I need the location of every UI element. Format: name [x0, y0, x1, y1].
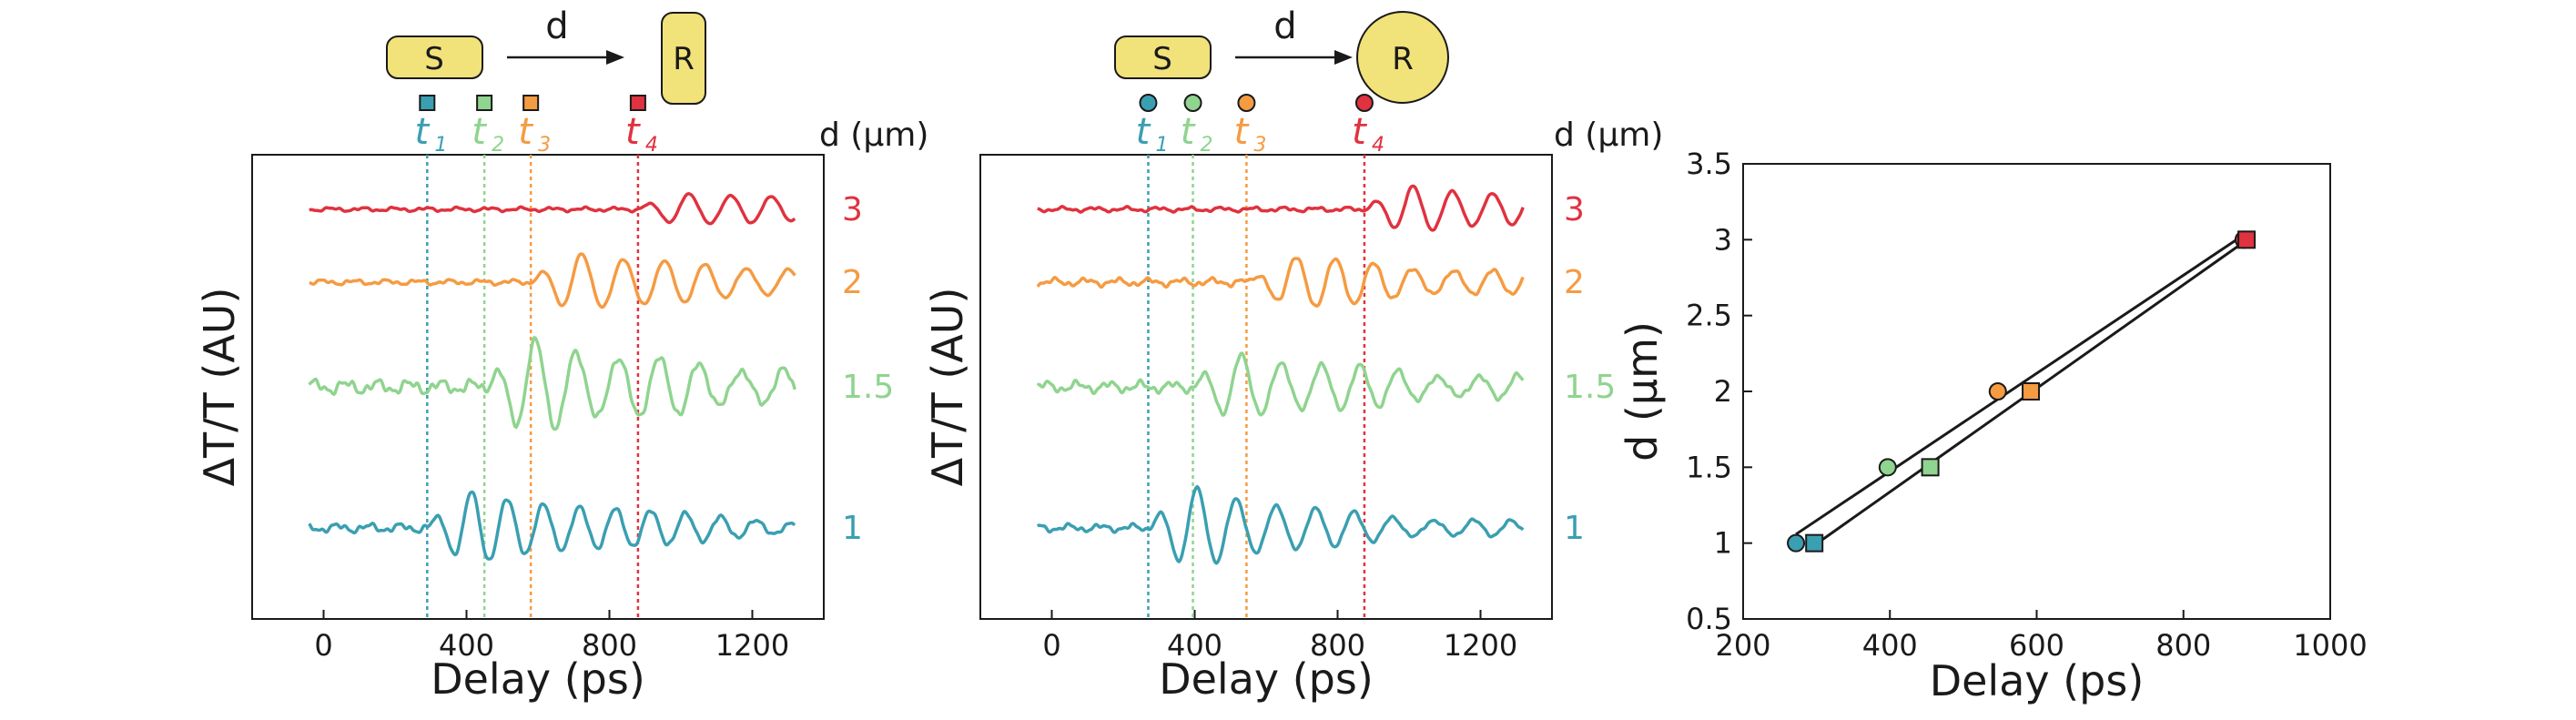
- d-value-label: 3: [842, 191, 863, 228]
- y-tick-label: 2: [1714, 374, 1732, 409]
- y-tick-label: 0.5: [1686, 602, 1732, 636]
- marker-t3: [1237, 94, 1256, 112]
- marker-label: t: [1352, 111, 1367, 153]
- d-header: d (µm): [1554, 117, 1663, 154]
- x-tick-label: 1000: [2293, 628, 2367, 663]
- y-axis-label: d (µm): [1618, 321, 1667, 461]
- point-circle-1: [1878, 458, 1897, 477]
- marker-label: t: [625, 111, 641, 153]
- plot-frame: [251, 154, 825, 620]
- marker-t1: [419, 95, 436, 111]
- x-tick-label: 400: [1862, 628, 1918, 663]
- trace-d-1: [308, 490, 796, 561]
- x-axis-label: Delay (ps): [431, 654, 645, 704]
- source-box: [386, 35, 483, 79]
- point-square-2: [2022, 382, 2041, 401]
- d-value-label: 1: [842, 510, 863, 547]
- x-tick-label: 800: [1310, 628, 1365, 663]
- trace-d-3: [1037, 184, 1525, 232]
- x-tick-label: 800: [2155, 628, 2211, 663]
- point-square-3: [2237, 230, 2257, 249]
- trace-d-1_5: [1036, 351, 1525, 418]
- y-tick-label: 3.5: [1686, 147, 1732, 181]
- trace-d-2: [309, 252, 796, 309]
- trace-d-3: [309, 192, 796, 226]
- panel-c: 200 400 600 800 1000 0.5 1 1.5 2 2.5 3 3.5 Delay (ps…: [1618, 147, 2368, 705]
- marker-subscript: 4: [1372, 134, 1384, 157]
- marker-subscript: 3: [538, 134, 551, 157]
- x-tick-label: 200: [1715, 628, 1770, 663]
- marker-label: t: [518, 111, 533, 153]
- marker-label: t: [1136, 111, 1151, 153]
- y-tick-label: 1: [1714, 526, 1732, 561]
- marker-t2: [1183, 94, 1202, 112]
- arrow-label: d: [1273, 5, 1296, 47]
- y-tick-label: 1.5: [1686, 450, 1732, 484]
- d-value-label: 2: [842, 264, 863, 301]
- arrow-label: d: [545, 5, 568, 47]
- y-tick-label: 3: [1714, 222, 1732, 257]
- marker-t1: [1139, 94, 1158, 112]
- marker-t2: [476, 95, 493, 111]
- x-tick-label: 1200: [1444, 628, 1517, 663]
- panel-b: 0 400 800 1200 Delay (ps) ΔT/T (AU) 3 2 1.5 1 d (µ…: [923, 117, 1663, 704]
- y-axis-label: ΔT/T (AU): [923, 288, 972, 487]
- marker-label: t: [1181, 111, 1196, 153]
- marker-subscript: 4: [645, 134, 658, 157]
- point-square-0: [1805, 533, 1824, 553]
- source-label: S: [424, 41, 444, 77]
- point-square-1: [1921, 458, 1940, 477]
- source-label: S: [1152, 41, 1172, 77]
- x-tick-label: 0: [314, 628, 332, 663]
- receiver-label: R: [673, 41, 695, 77]
- d-value-label: 2: [1564, 264, 1585, 301]
- x-axis-label: Delay (ps): [1930, 656, 2145, 705]
- source-box: [1114, 35, 1212, 79]
- x-tick-label: 400: [1167, 628, 1222, 663]
- fit-line-circles: [1795, 233, 2245, 536]
- plot-frame: [979, 154, 1553, 620]
- panel-a: 0 400 800 1200 Delay (ps) ΔT/T (AU) 3 2 1.5 1 d (µ…: [195, 117, 928, 704]
- x-tick-label: 1200: [715, 628, 789, 663]
- marker-label: t: [414, 111, 430, 153]
- x-tick-label: 400: [439, 628, 494, 663]
- marker-subscript: 2: [1201, 134, 1213, 157]
- d-value-label: 1.5: [1564, 369, 1616, 406]
- trace-d-1: [1036, 484, 1525, 565]
- trace-d-1_5: [308, 335, 796, 431]
- receiver-circle: [1356, 11, 1449, 104]
- marker-subscript: 2: [492, 134, 504, 157]
- marker-t4: [1354, 94, 1374, 112]
- arrow-head: [1334, 50, 1353, 65]
- marker-t4: [629, 95, 646, 111]
- x-tick-label: 600: [2009, 628, 2064, 663]
- trace-d-2: [1036, 257, 1525, 308]
- marker-subscript: 1: [1155, 134, 1168, 157]
- point-circle-0: [1787, 533, 1806, 553]
- marker-label: t: [472, 111, 487, 153]
- y-axis-label: ΔT/T (AU): [195, 288, 244, 487]
- d-value-label: 1.5: [842, 369, 894, 406]
- x-tick-label: 800: [582, 628, 637, 663]
- y-tick-label: 2.5: [1686, 299, 1732, 333]
- d-value-label: 1: [1564, 510, 1585, 547]
- marker-label: t: [1234, 111, 1250, 153]
- arrow-head: [606, 50, 624, 65]
- marker-subscript: 3: [1253, 134, 1266, 157]
- receiver-label: R: [1392, 41, 1414, 77]
- x-tick-label: 0: [1042, 628, 1060, 663]
- x-axis-label: Delay (ps): [1159, 654, 1374, 704]
- marker-subscript: 1: [434, 134, 447, 157]
- d-header: d (µm): [819, 117, 928, 154]
- marker-t3: [522, 95, 540, 111]
- d-value-label: 3: [1564, 191, 1585, 228]
- point-circle-2: [1988, 382, 2007, 401]
- receiver-box: [661, 12, 706, 105]
